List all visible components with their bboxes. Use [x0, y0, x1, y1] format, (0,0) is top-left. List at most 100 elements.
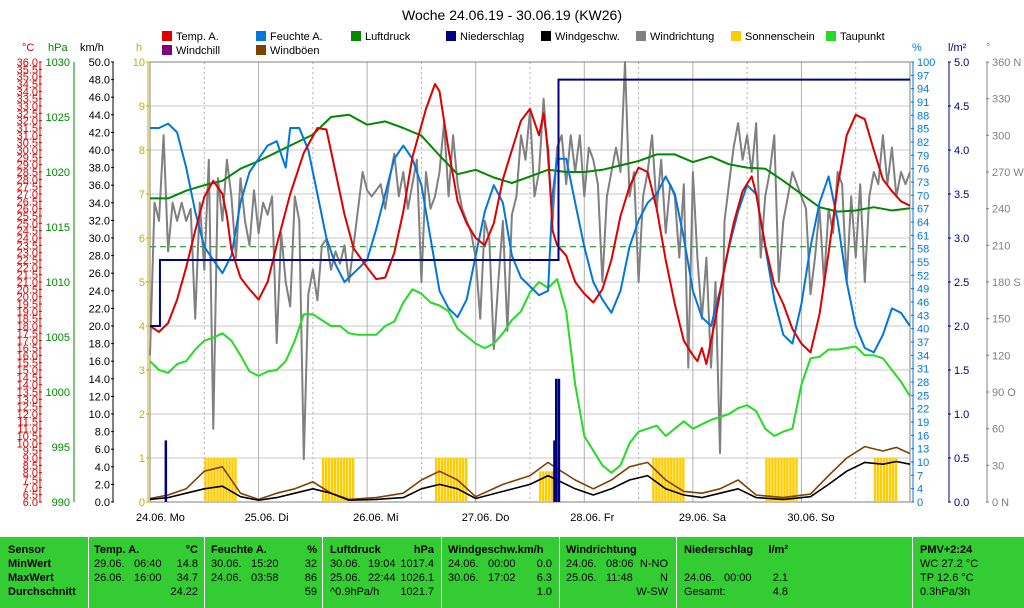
- axis-kmh-tick: 40.0: [89, 145, 110, 157]
- legend-label-niederschlag: Niederschlag: [460, 31, 524, 43]
- legend-swatch-feuchte: [256, 31, 266, 41]
- axis-pct-tick: 28: [917, 377, 929, 389]
- axis-temp-tick: 31.0: [17, 130, 38, 142]
- axis-lm2-tick: 3.0: [954, 233, 969, 245]
- legend-swatch-niederschlag: [446, 31, 456, 41]
- sunshine-bar: [682, 458, 685, 502]
- axis-deg-tick: 30: [992, 460, 1004, 472]
- sunshine-bar: [348, 458, 352, 502]
- weather-chart: Woche 24.06.19 - 30.06.19 (KW26) °C hPa …: [17, 7, 1024, 524]
- stats-temp-min-date: 29.06.: [94, 558, 125, 570]
- axis-temp-tick: 16.0: [17, 350, 38, 362]
- stats-luftdruck-min-date: 30.06.: [330, 558, 361, 570]
- axis-temp-tick: 7.0: [23, 482, 38, 494]
- axis-lm2-tick: 5.0: [954, 57, 969, 69]
- day-labels: 24.06. Mo 25.06. Di 26.06. Mi 27.06. Do 28.0…: [136, 512, 835, 524]
- axis-temp-tick: 8.5: [23, 460, 38, 472]
- axis-pct-tick: 49: [917, 284, 929, 296]
- day-label: 25.06. Di: [245, 512, 289, 524]
- axis-pct-tick: 79: [917, 150, 929, 162]
- axis-lm2-tick: 1.0: [954, 409, 969, 421]
- axis-kmh-tick: 36.0: [89, 180, 110, 192]
- axis-deg-tick: 180 S: [992, 277, 1021, 289]
- axis-pct-tick: 58: [917, 244, 929, 256]
- stats-feuchte-header: Feuchte A.: [211, 544, 267, 556]
- sunshine-bar: [222, 458, 225, 502]
- axis-kmh-tick: 18.0: [89, 339, 110, 351]
- axis-lm2-tick: 2.0: [954, 321, 969, 333]
- legend-label-feuchte: Feuchte A.: [270, 31, 323, 43]
- axis-temp-tick: 33.5: [17, 94, 38, 106]
- axis-temp-tick: 31.5: [17, 123, 38, 135]
- stats-row-label: MinWert: [8, 558, 52, 570]
- axis-temp-tick: 17.0: [17, 336, 38, 348]
- axis-temp-tick: 20.0: [17, 292, 38, 304]
- axis-temp-tick: 7.5: [23, 475, 38, 487]
- axis-pct-tick: 55: [917, 257, 929, 269]
- stats-temp-max-value: 34.7: [176, 572, 198, 584]
- sunshine-bar: [789, 458, 792, 502]
- axis-kmh-tick: 12.0: [89, 391, 110, 403]
- sunshine-bar: [462, 458, 465, 502]
- stats-temp-max-date: 26.06.: [94, 572, 125, 584]
- legend-swatch-windboeen: [256, 45, 266, 55]
- stats-richtung-min-time: 08:06: [606, 558, 634, 570]
- axis-temp-tick: 34.5: [17, 79, 38, 91]
- axis-temp-tick: 27.0: [17, 189, 38, 201]
- legend: Temp. A. Feuchte A. Luftdruck Niederschlag W…: [162, 31, 885, 57]
- sunshine-bar: [231, 458, 234, 502]
- axis-temp-tick: 13.5: [17, 387, 38, 399]
- stats-luftdruck-max-date: 25.06.: [330, 572, 361, 584]
- axis-temp-tick: 32.5: [17, 108, 38, 120]
- axis-pct-tick: 97: [917, 70, 929, 82]
- axis-temp-tick: 11.5: [17, 416, 38, 428]
- stats-row-label: Durchschnitt: [8, 586, 76, 598]
- stats-luftdruck-min-value: 1017.4: [400, 558, 434, 570]
- day-label: 29.06. Sa: [679, 512, 727, 524]
- legend-swatch-temp: [162, 31, 172, 41]
- axis-deg-tick: 240: [992, 204, 1010, 216]
- stats-niederschlag-max-value: 2.1: [772, 572, 788, 584]
- legend-label-luftdruck: Luftdruck: [365, 31, 411, 43]
- sunshine-bar: [545, 471, 548, 502]
- day-label: 24.06. Mo: [136, 512, 185, 524]
- axis-temp-tick: 16.5: [17, 343, 38, 355]
- chart-title: Woche 24.06.19 - 30.06.19 (KW26): [402, 7, 622, 23]
- sunshine-bar: [210, 458, 213, 502]
- axis-lm2-tick: 1.5: [954, 365, 969, 377]
- stats-niederschlag-total-value: 4.8: [772, 586, 788, 598]
- axis-kmh-tick: 28.0: [89, 251, 110, 263]
- axis-deg-tick: 210: [992, 240, 1010, 252]
- sunshine-bar: [795, 458, 798, 502]
- axis-pct-tick: 4: [917, 484, 923, 496]
- sunshine-bar: [336, 458, 340, 502]
- axis-h-tick: 10: [133, 57, 145, 69]
- sunshine-bar: [783, 458, 786, 502]
- axis-pct-tick: 0: [917, 497, 923, 509]
- plot-border: [149, 61, 911, 503]
- stats-feuchte-max-date: 24.06.: [211, 572, 242, 584]
- legend-label-taupunkt: Taupunkt: [840, 31, 885, 43]
- axis-temp-tick: 26.5: [17, 196, 38, 208]
- axis-hpa-tick: 1015: [46, 222, 70, 234]
- sunshine-bar: [771, 458, 774, 502]
- axis-pct-tick: 16: [917, 430, 929, 442]
- stats-temp-min-time: 06:40: [134, 558, 162, 570]
- stats-temp-min-value: 14.8: [176, 558, 198, 570]
- sunshine-bar: [661, 458, 664, 502]
- axis-kmh-tick: 26.0: [89, 268, 110, 280]
- axis-unit-labels: °C hPa km/h h % l/m² °: [22, 42, 990, 54]
- series-windgeschw: [149, 460, 911, 501]
- axis-kmh-tick: 16.0: [89, 356, 110, 368]
- sunshine-bar: [453, 458, 456, 502]
- legend-swatch-taupunkt: [826, 31, 836, 41]
- axis-temp-tick: 30.5: [17, 138, 38, 150]
- stats-richtung-max-time: 11:48: [606, 572, 633, 584]
- axes: 36.035.535.034.534.033.533.032.532.031.5…: [17, 57, 1024, 509]
- sunshine-bar: [882, 458, 886, 502]
- axis-temp-tick: 35.5: [17, 64, 38, 76]
- axis-lm2-tick: 4.5: [954, 101, 969, 113]
- stats-luftdruck-unit: hPa: [413, 544, 434, 556]
- unit-kmh: km/h: [80, 42, 104, 54]
- stats-richtung-min-date: 24.06.: [566, 558, 597, 570]
